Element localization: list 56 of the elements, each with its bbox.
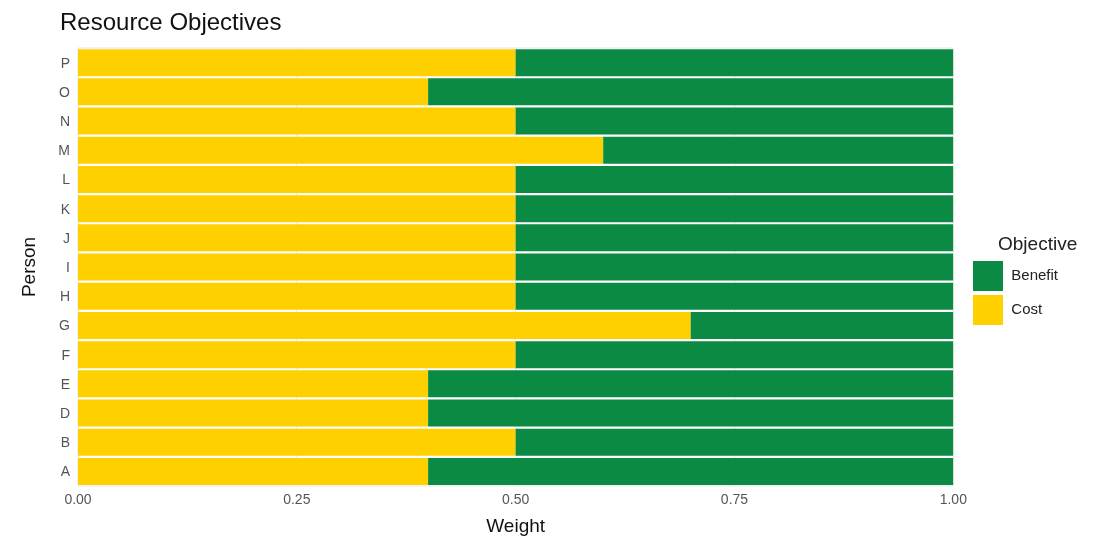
bar: [428, 370, 954, 398]
x-tick-label: 0.50: [502, 490, 530, 507]
x-tick-label: 0.00: [64, 490, 92, 507]
y-tick-label: D: [59, 404, 70, 421]
y-tick-label: L: [62, 171, 71, 188]
y-tick-label: J: [63, 229, 70, 246]
bar: [515, 107, 954, 135]
y-axis-title: Person: [17, 236, 39, 298]
bar: [78, 49, 516, 77]
bar: [515, 165, 954, 193]
bar: [515, 224, 954, 252]
y-tick-label: O: [59, 83, 71, 100]
legend-label: Cost: [1011, 300, 1043, 317]
y-tick-label: F: [61, 346, 70, 363]
y-tick-label: P: [60, 54, 70, 71]
bar: [515, 49, 954, 77]
y-tick-label: H: [59, 288, 70, 305]
y-tick-label: G: [59, 317, 70, 334]
y-tick-label: E: [60, 375, 70, 392]
bar: [515, 341, 954, 369]
bar: [78, 165, 516, 193]
legend-title: Objective: [998, 233, 1078, 255]
bar: [78, 370, 429, 398]
y-tick-label: A: [60, 463, 71, 480]
bar: [78, 341, 516, 369]
bar: [515, 282, 954, 310]
bar: [515, 253, 954, 281]
y-tick-label: K: [60, 200, 71, 217]
bar: [78, 136, 604, 164]
bar: [78, 107, 516, 135]
bar: [78, 428, 516, 456]
bar: [428, 399, 954, 427]
bar: [603, 136, 954, 164]
x-axis-title: Weight: [486, 515, 546, 536]
bar: [428, 78, 954, 106]
x-tick-label: 0.75: [720, 490, 749, 507]
bar: [78, 253, 516, 281]
bar: [515, 195, 954, 223]
y-tick-label: M: [58, 142, 70, 159]
x-tick-label: 1.00: [939, 490, 968, 507]
y-tick-label: N: [59, 112, 70, 129]
bar: [78, 224, 516, 252]
y-tick-label: B: [60, 434, 70, 451]
bar: [78, 457, 429, 485]
legend-label: Benefit: [1011, 266, 1058, 283]
bar: [78, 311, 691, 339]
bar: [78, 282, 516, 310]
chart-title: Resource Objectives: [60, 8, 283, 37]
bar: [78, 195, 516, 223]
bar: [78, 78, 429, 106]
bar: [428, 457, 954, 485]
bar: [78, 399, 429, 427]
bar: [515, 428, 954, 456]
y-tick-label: I: [66, 258, 70, 275]
bar: [690, 311, 954, 339]
x-tick-label: 0.25: [283, 490, 311, 507]
